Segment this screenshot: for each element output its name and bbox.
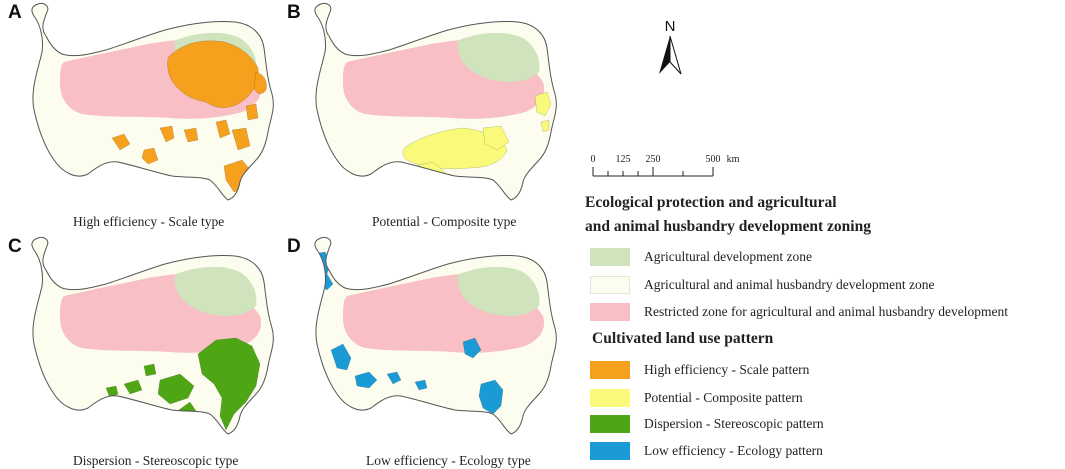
legend-label: High efficiency - Scale pattern <box>644 362 810 377</box>
cultivated-land-patch <box>157 373 195 405</box>
region-outline <box>31 3 274 201</box>
panel-caption-a: High efficiency - Scale type <box>73 214 225 229</box>
legend-swatch <box>590 276 630 294</box>
map-panel-c: C <box>8 234 310 468</box>
cultivated-land-patch <box>534 91 552 117</box>
cultivated-land-patch <box>123 379 143 395</box>
scale-unit: km <box>727 154 740 165</box>
panel-letter: C <box>8 236 22 257</box>
map-panel-d: D <box>287 234 593 468</box>
legend-swatch <box>590 389 630 407</box>
cultivated-land-patch <box>111 133 131 151</box>
legend-label: Potential - Composite pattern <box>644 390 803 405</box>
cultivated-land-patch <box>143 363 157 377</box>
region-outline <box>314 237 557 435</box>
region-map <box>31 237 274 435</box>
legend-zoning-title: Ecological protection and agricultural a… <box>585 191 871 239</box>
region-map <box>314 3 557 201</box>
scale-tick-label: 0 <box>591 154 596 165</box>
panel-caption-b: Potential - Composite type <box>372 214 517 229</box>
legend-zoning-title-line2: and animal husbandry development zoning <box>585 218 871 235</box>
scale-tick-label: 250 <box>646 154 661 165</box>
legend-item-potential: Potential - Composite pattern <box>590 388 803 408</box>
cultivated-land-patch <box>414 379 428 391</box>
legend-swatch <box>590 415 630 433</box>
region-map <box>314 237 557 435</box>
legend-label: Agricultural and animal husbandry develo… <box>644 277 935 292</box>
legend-item-dispersion: Dispersion - Stereoscopic pattern <box>590 414 824 434</box>
cultivated-land-patch <box>478 379 504 415</box>
region-outline <box>314 3 557 201</box>
agricultural-zone-area <box>174 266 257 316</box>
scale-bar: 0 125 250 500 km <box>586 150 766 187</box>
region-map <box>31 3 274 201</box>
scale-tick-label: 500 <box>706 154 721 165</box>
panel-caption-d: Low efficiency - Ecology type <box>366 453 531 468</box>
cultivated-land-patch <box>215 119 231 139</box>
cultivated-land-patch <box>245 103 259 121</box>
cultivated-land-patch <box>402 127 508 169</box>
legend-swatch <box>590 303 630 321</box>
cultivated-land-patch <box>197 337 261 431</box>
panel-letter: B <box>287 2 301 23</box>
legend-item-high-efficiency: High efficiency - Scale pattern <box>590 360 809 380</box>
region-outline <box>31 237 274 435</box>
legend-zoning-title-line1: Ecological protection and agricultural <box>585 194 837 211</box>
legend-item-low-efficiency: Low efficiency - Ecology pattern <box>590 441 823 461</box>
legend-item-husbandry-zone: Agricultural and animal husbandry develo… <box>590 275 935 295</box>
cultivated-land-patch <box>354 371 378 389</box>
cultivated-land-patch <box>386 371 402 385</box>
cultivated-land-patch <box>231 127 251 151</box>
north-label: N <box>665 18 676 35</box>
cultivated-land-patch <box>159 125 175 143</box>
legend-label: Agricultural development zone <box>644 249 812 264</box>
legend-swatch <box>590 442 630 460</box>
cultivated-land-patch <box>167 40 259 108</box>
north-arrow: N <box>650 16 690 85</box>
agricultural-zone-area <box>457 32 540 82</box>
cultivated-land-patch <box>482 125 510 151</box>
legend-label: Low efficiency - Ecology pattern <box>644 443 823 458</box>
legend-swatch <box>590 248 630 266</box>
legend-item-restricted-zone: Restricted zone for agricultural and ani… <box>590 302 1008 322</box>
cultivated-land-patch <box>105 385 119 399</box>
cultivated-land-patch <box>330 343 352 371</box>
map-panel-b: B <box>287 0 593 234</box>
legend-item-agricultural-zone: Agricultural development zone <box>590 247 812 267</box>
cultivated-land-patch <box>141 147 159 165</box>
map-panel-a: A <box>8 0 310 234</box>
cultivated-land-patch <box>540 119 550 133</box>
panel-caption-c: Dispersion - Stereoscopic type <box>73 453 239 468</box>
scale-tick-label: 125 <box>616 154 631 165</box>
legend-label: Restricted zone for agricultural and ani… <box>644 304 1008 319</box>
cultivated-land-patch <box>462 337 482 359</box>
legend-swatch <box>590 361 630 379</box>
legend-pattern-title: Cultivated land use pattern <box>592 330 774 347</box>
north-arrow-icon: N <box>659 18 682 75</box>
panel-letter: A <box>8 2 22 23</box>
panel-letter: D <box>287 236 301 257</box>
cultivated-land-patch <box>253 71 267 94</box>
agricultural-zone-area <box>457 266 540 316</box>
legend-label: Dispersion - Stereoscopic pattern <box>644 416 824 431</box>
cultivated-land-patch <box>183 127 199 143</box>
